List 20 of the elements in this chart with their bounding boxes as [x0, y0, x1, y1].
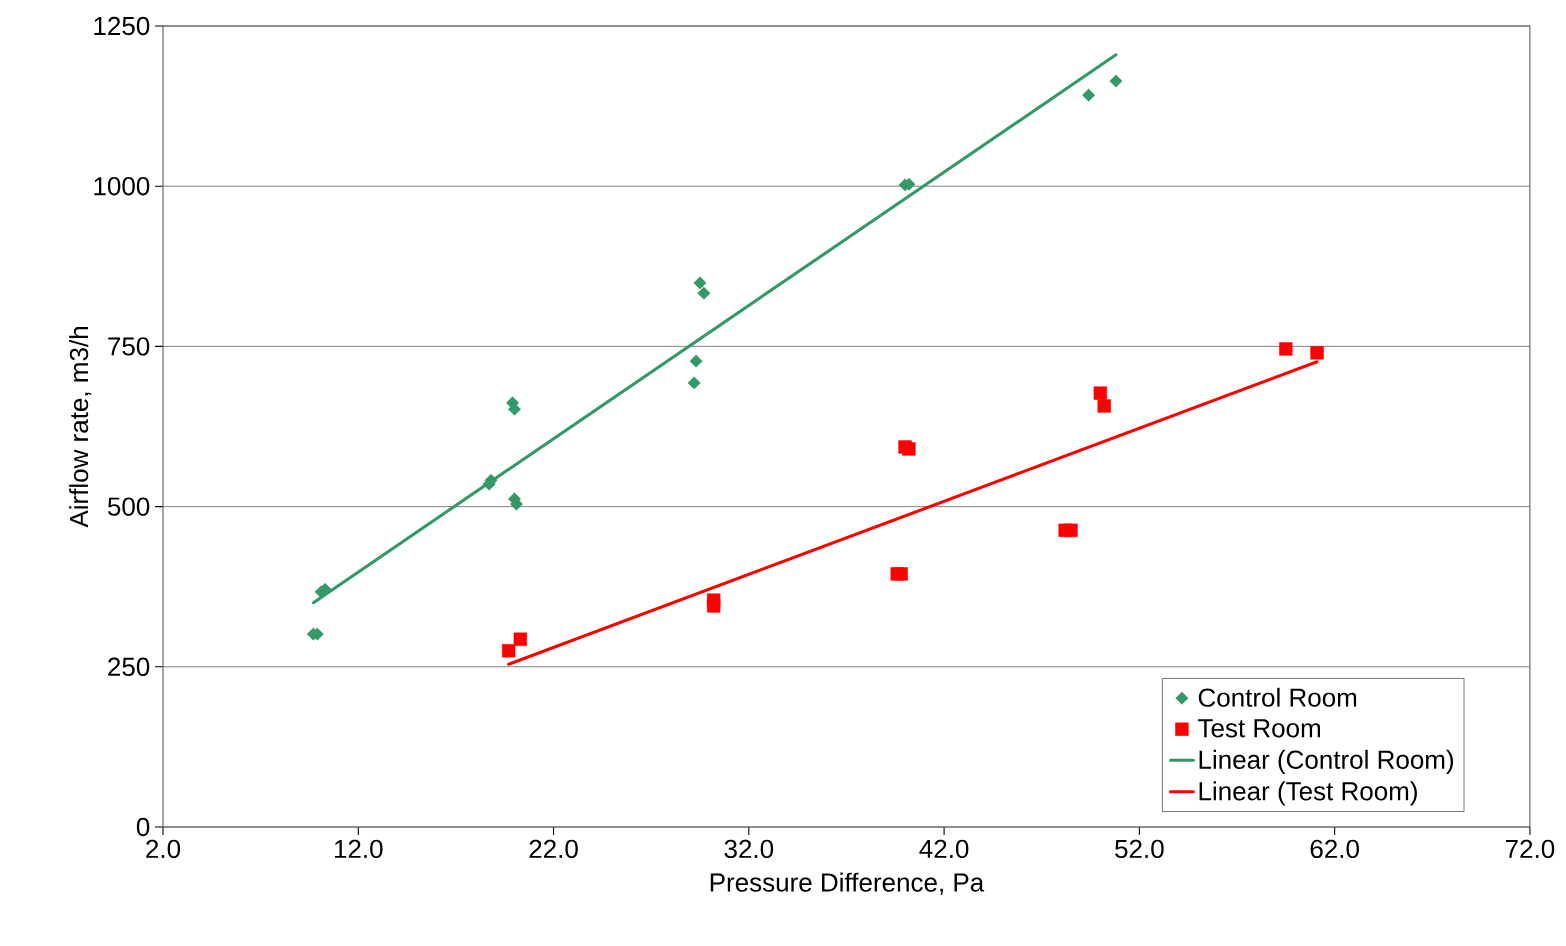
x-tick-label: 22.0 [529, 839, 578, 859]
x-tick-label: 12.0 [334, 839, 383, 859]
x-tick-label: 52.0 [1115, 839, 1164, 859]
y-tick-label: 1000 [94, 176, 150, 196]
x-tick-label: 2.0 [146, 839, 181, 859]
y-tick-label: 250 [108, 657, 150, 676]
legend-label: Linear (Control Room) [1199, 749, 1454, 775]
y-tick-label: 1250 [94, 16, 150, 36]
y-tick-label: 750 [108, 337, 150, 356]
legend-label: Test Room [1198, 719, 1320, 738]
y-axis-title: Airflow rate, m3/h [69, 327, 92, 528]
x-tick-label: 32.0 [724, 839, 774, 859]
y-tick-label: 500 [107, 497, 150, 516]
x-tick-label: 42.0 [919, 839, 969, 859]
x-axis-title: Pressure Difference, Pa [710, 872, 985, 895]
y-tick-label: 0 [136, 817, 150, 837]
x-tick-label: 72.0 [1505, 839, 1555, 859]
legend-label: Linear (Test Room) [1199, 781, 1417, 806]
legend-label: Control Room [1198, 687, 1357, 707]
x-tick-label: 62.0 [1310, 839, 1359, 859]
